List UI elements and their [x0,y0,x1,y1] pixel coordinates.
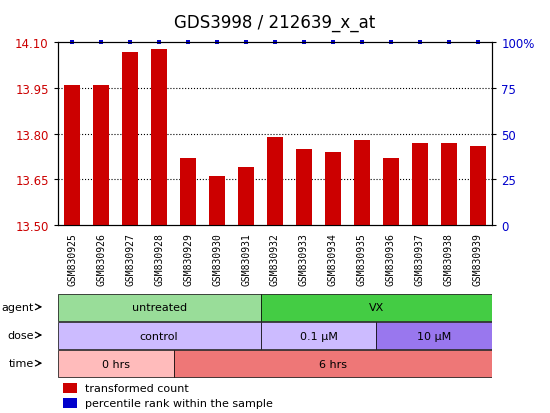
Bar [470,147,486,225]
Point [271,40,279,47]
Text: GSM830937: GSM830937 [415,233,425,285]
Bar [325,153,341,225]
Text: 10 μM: 10 μM [417,331,452,341]
Text: GSM830933: GSM830933 [299,233,309,285]
Text: GSM830935: GSM830935 [357,233,367,285]
Bar [383,159,399,225]
Point [97,40,106,47]
Text: 6 hrs: 6 hrs [319,359,347,369]
Text: GSM830939: GSM830939 [473,233,483,285]
Bar [267,138,283,225]
Bar [238,168,254,225]
Point [300,40,309,47]
Bar [296,150,312,225]
Bar [58,350,174,377]
Bar [261,294,492,321]
Point [155,40,163,47]
Text: GSM830926: GSM830926 [96,233,106,285]
Text: 0 hrs: 0 hrs [102,359,130,369]
Text: GSM830934: GSM830934 [328,233,338,285]
Bar [261,322,376,349]
Point [415,40,424,47]
Text: transformed count: transformed count [85,383,189,393]
Text: untreated: untreated [131,303,186,313]
Text: percentile rank within the sample: percentile rank within the sample [85,398,273,408]
Text: dose: dose [8,330,34,340]
Bar [151,50,167,225]
Bar [354,140,370,225]
Bar [94,86,109,225]
Text: GSM830927: GSM830927 [125,233,135,285]
Bar [63,383,77,393]
Bar [180,159,196,225]
Point [358,40,366,47]
Point [68,40,76,47]
Text: GSM830930: GSM830930 [212,233,222,285]
Bar [412,144,428,225]
Bar [174,350,492,377]
Point [474,40,482,47]
Point [184,40,192,47]
Bar [64,86,80,225]
Text: control: control [140,331,178,341]
Point [213,40,222,47]
Text: GSM830936: GSM830936 [386,233,396,285]
Text: GSM830932: GSM830932 [270,233,280,285]
Text: time: time [9,358,34,368]
Bar [209,177,225,225]
Text: VX: VX [368,303,384,313]
Bar [58,322,261,349]
Text: 0.1 μM: 0.1 μM [300,331,337,341]
Point [387,40,395,47]
Text: GSM830938: GSM830938 [444,233,454,285]
Text: GSM830931: GSM830931 [241,233,251,285]
Bar [376,322,492,349]
Point [444,40,453,47]
Text: GDS3998 / 212639_x_at: GDS3998 / 212639_x_at [174,14,376,32]
Bar [441,144,456,225]
Text: GSM830929: GSM830929 [183,233,193,285]
Text: GSM830925: GSM830925 [67,233,77,285]
Point [328,40,337,47]
Bar [122,52,138,225]
Point [241,40,250,47]
Bar [63,398,77,408]
Text: agent: agent [2,302,34,312]
Bar [58,294,261,321]
Text: GSM830928: GSM830928 [154,233,164,285]
Point [126,40,135,47]
